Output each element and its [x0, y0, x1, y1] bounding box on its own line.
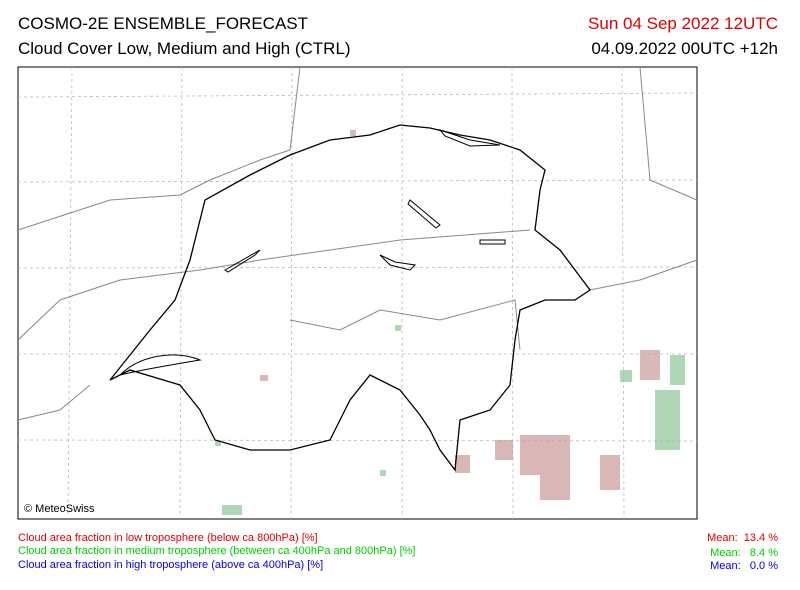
title: COSMO-2E ENSEMBLE_FORECAST: [18, 14, 308, 33]
country-border: [109, 124, 591, 472]
subtitle: Cloud Cover Low, Medium and High (CTRL): [18, 39, 351, 58]
lakes: [118, 128, 506, 376]
clouds: [215, 130, 685, 515]
legend-high: Cloud area fraction in high troposphere …: [18, 559, 323, 571]
legend-medium: Cloud area fraction in medium tropospher…: [18, 545, 415, 557]
legend-low-mean: Mean: 13.4 %: [707, 532, 778, 544]
map: © MeteoSwiss: [17, 66, 698, 520]
map-frame: [17, 66, 698, 520]
legend-low: Cloud area fraction in low troposphere (…: [18, 532, 318, 544]
grid: [17, 66, 698, 520]
legend-high-mean: Mean: 0.0 %: [710, 560, 778, 572]
run-time: 04.09.2022 00UTC +12h: [591, 39, 778, 58]
legend: Cloud area fraction in low troposphere (…: [18, 532, 778, 572]
valid-time: Sun 04 Sep 2022 12UTC: [588, 14, 778, 33]
regions: [17, 66, 698, 421]
copyright: © MeteoSwiss: [24, 503, 95, 515]
legend-medium-mean: Mean: 8.4 %: [710, 547, 778, 559]
